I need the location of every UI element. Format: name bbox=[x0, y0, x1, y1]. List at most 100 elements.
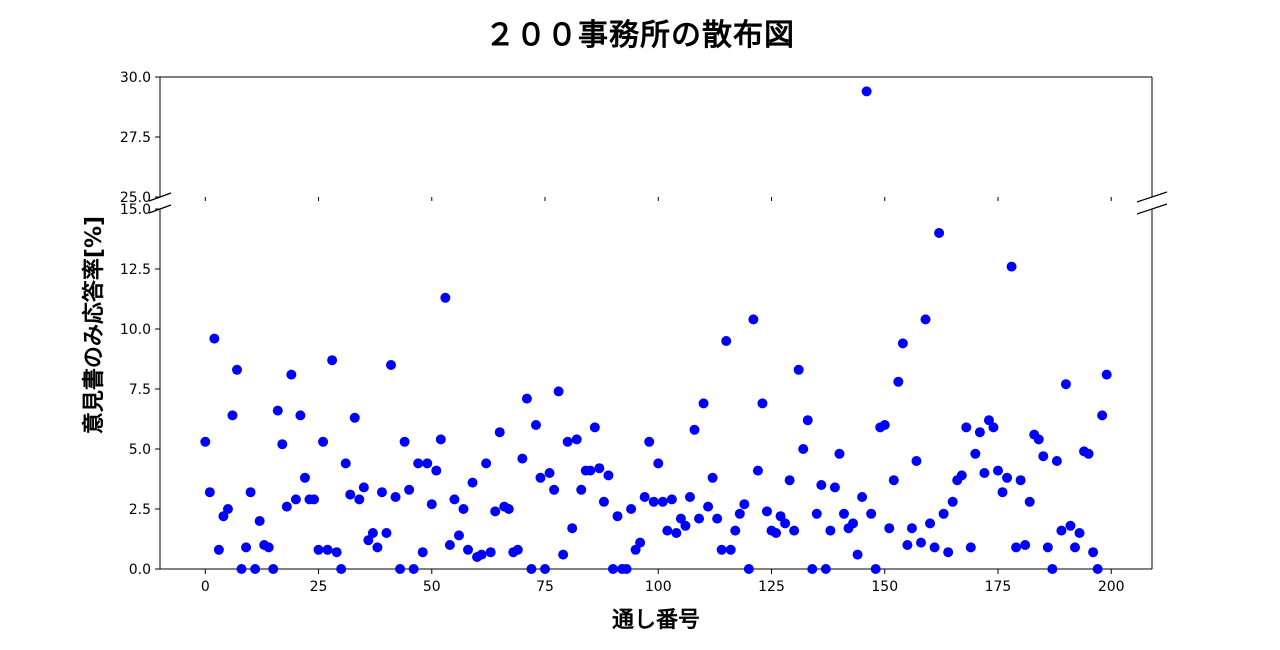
data-point bbox=[934, 228, 945, 238]
axis-break-marks bbox=[148, 191, 1168, 215]
data-point bbox=[567, 523, 578, 534]
data-point bbox=[540, 564, 551, 574]
data-point bbox=[834, 448, 845, 459]
data-point bbox=[562, 436, 573, 447]
data-point bbox=[721, 336, 732, 346]
data-point bbox=[1074, 528, 1085, 538]
data-point bbox=[816, 480, 827, 490]
data-point bbox=[204, 487, 215, 498]
data-point bbox=[970, 448, 981, 459]
data-point bbox=[254, 516, 265, 526]
data-point bbox=[848, 518, 859, 529]
data-point bbox=[363, 535, 374, 546]
data-point bbox=[1033, 434, 1044, 445]
x-axis-label: 通し番号 bbox=[611, 608, 700, 633]
data-point bbox=[218, 511, 229, 522]
data-point bbox=[965, 542, 976, 553]
data-point bbox=[222, 504, 233, 514]
data-point bbox=[1011, 542, 1022, 553]
data-point bbox=[811, 508, 822, 519]
data-point bbox=[530, 420, 541, 430]
data-point bbox=[390, 492, 401, 502]
data-point bbox=[992, 465, 1003, 476]
data-point bbox=[272, 405, 283, 416]
upper-panel: 25.0 27.5 30.0 bbox=[120, 70, 1153, 206]
break-mark bbox=[148, 192, 172, 202]
data-point bbox=[1056, 525, 1067, 536]
data-point bbox=[666, 494, 677, 505]
data-point bbox=[974, 427, 985, 438]
data-point bbox=[825, 525, 836, 536]
data-point bbox=[290, 494, 301, 505]
lower-y-tick-label: 5.0 bbox=[129, 442, 151, 458]
data-point bbox=[920, 314, 931, 325]
data-points bbox=[200, 86, 1112, 574]
data-point bbox=[281, 501, 292, 512]
data-point bbox=[716, 544, 727, 555]
data-point bbox=[336, 564, 347, 574]
data-point bbox=[444, 540, 455, 550]
data-point bbox=[386, 360, 397, 370]
lower-y-tick-label: 7.5 bbox=[129, 382, 151, 398]
data-point bbox=[1051, 456, 1062, 466]
data-point bbox=[422, 458, 433, 469]
upper-y-tick-label: 25.0 bbox=[120, 190, 151, 206]
data-point bbox=[983, 415, 994, 426]
data-point bbox=[902, 540, 913, 550]
data-point bbox=[549, 484, 560, 495]
data-point bbox=[644, 436, 655, 447]
data-point bbox=[771, 528, 782, 538]
data-point bbox=[784, 475, 795, 486]
data-point bbox=[739, 499, 750, 510]
break-mark bbox=[1136, 191, 1168, 203]
x-tick-label: 150 bbox=[871, 579, 898, 595]
data-point bbox=[349, 412, 360, 423]
data-point bbox=[345, 489, 356, 500]
data-point bbox=[467, 477, 478, 488]
data-point bbox=[857, 492, 868, 502]
break-mark bbox=[1136, 203, 1168, 215]
data-point bbox=[200, 436, 211, 447]
data-point bbox=[476, 549, 487, 560]
data-point bbox=[413, 458, 424, 469]
data-point bbox=[1020, 540, 1031, 550]
data-point bbox=[748, 314, 759, 325]
data-point bbox=[331, 547, 342, 558]
data-point bbox=[607, 564, 618, 574]
data-point bbox=[535, 472, 546, 483]
data-point bbox=[712, 513, 723, 524]
data-point bbox=[1015, 475, 1026, 486]
data-point bbox=[698, 398, 709, 409]
lower-panel: 0.0 2.5 5.0 7.5 10.0 12.5 15.0 0 25 50 75 100 125 150… bbox=[120, 202, 1153, 595]
data-point bbox=[449, 494, 460, 505]
data-point bbox=[340, 458, 351, 469]
data-point bbox=[612, 511, 623, 522]
data-point bbox=[327, 355, 338, 366]
data-point bbox=[675, 513, 686, 524]
data-point bbox=[897, 338, 908, 349]
data-point bbox=[694, 513, 705, 524]
data-point bbox=[517, 453, 528, 464]
data-point bbox=[861, 86, 872, 97]
data-point bbox=[648, 496, 659, 507]
data-point bbox=[761, 506, 772, 517]
data-point bbox=[829, 482, 840, 493]
data-point bbox=[503, 504, 514, 514]
x-tick-label: 200 bbox=[1098, 579, 1125, 595]
data-point bbox=[453, 530, 464, 541]
data-point bbox=[250, 564, 261, 574]
data-point bbox=[1092, 564, 1103, 574]
data-point bbox=[241, 542, 252, 553]
data-point bbox=[1042, 542, 1053, 553]
data-point bbox=[789, 525, 800, 536]
data-point bbox=[915, 537, 926, 548]
data-point bbox=[707, 472, 718, 483]
data-point bbox=[884, 523, 895, 534]
data-point bbox=[358, 482, 369, 493]
data-point bbox=[1069, 542, 1080, 553]
data-point bbox=[734, 508, 745, 519]
data-point bbox=[408, 564, 419, 574]
data-point bbox=[558, 549, 569, 560]
data-point bbox=[553, 386, 564, 397]
data-point bbox=[635, 537, 646, 548]
